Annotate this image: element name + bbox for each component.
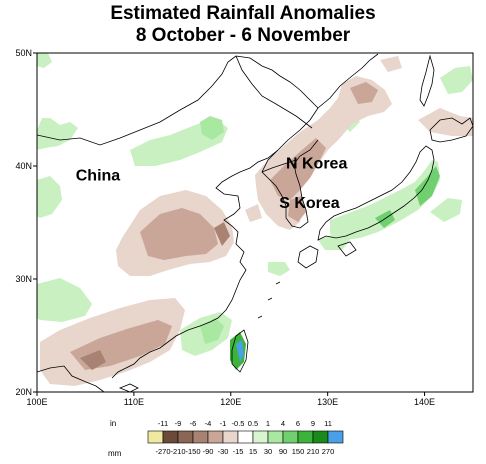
coastlines: [37, 53, 473, 392]
legend-inch-label: -4: [205, 419, 212, 428]
rainfall-legend: -11 -9 -6 -4 -1 -0.5 0.5 1 4 6 9 11-270 -210 -150 -90-…: [147, 419, 344, 456]
lat-tick-label: 50N: [15, 48, 32, 58]
longitude-axis: 100E 110E 120E 130E 140E: [26, 392, 435, 407]
map-frame: [36, 52, 474, 393]
legend-mm-label: 15: [249, 447, 257, 456]
legend-unit-mm: mm: [108, 449, 122, 458]
legend-mm-label: -90: [203, 447, 214, 456]
legend-swatch: [252, 430, 269, 444]
legend-swatch: [147, 430, 164, 444]
map-title: Estimated Rainfall Anomalies: [110, 3, 376, 24]
legend-inch-label: 9: [311, 419, 315, 428]
country-labels: China N Korea S Korea: [76, 155, 348, 212]
legend-mm-label: -210: [170, 447, 185, 456]
lat-tick-label: 20N: [15, 387, 32, 397]
latitude-axis: 50N 40N 30N 20N: [15, 48, 37, 397]
legend-unit-inches: in: [110, 419, 117, 428]
legend-mm-label: -270: [155, 447, 170, 456]
legend-mm-label: 150: [292, 447, 305, 456]
legend-swatch: [297, 430, 314, 444]
legend-inch-label: -0.5: [232, 419, 245, 428]
legend-inch-label: 0.5: [248, 419, 258, 428]
legend-mm-label: 90: [279, 447, 287, 456]
legend-swatch: [327, 430, 344, 444]
map-date-range: 8 October - 6 November: [135, 25, 351, 46]
lat-tick-label: 30N: [15, 274, 32, 284]
lon-tick-label: 140E: [414, 397, 435, 407]
legend-mm-label: -30: [218, 447, 229, 456]
legend-swatch: [207, 430, 224, 444]
legend-mm-label: 30: [264, 447, 272, 456]
legend-swatch: [177, 430, 194, 444]
country-label: China: [76, 168, 121, 185]
lon-tick-label: 100E: [26, 397, 47, 407]
legend-inch-label: -11: [158, 419, 168, 428]
legend-mm-label: -150: [185, 447, 200, 456]
legend-inch-label: -9: [175, 419, 182, 428]
legend-inch-label: -1: [220, 419, 227, 428]
legend-swatch: [312, 430, 329, 444]
legend-inch-label: 1: [266, 419, 270, 428]
lon-tick-label: 130E: [317, 397, 338, 407]
legend-inch-label: 4: [281, 419, 285, 428]
legend-mm-label: 270: [322, 447, 335, 456]
country-label: N Korea: [286, 155, 347, 172]
lon-tick-label: 110E: [124, 397, 144, 407]
legend-inch-label: -6: [190, 419, 197, 428]
legend-swatch: [237, 430, 254, 444]
legend-swatch: [282, 430, 299, 444]
legend-mm-label: -15: [233, 447, 244, 456]
lon-tick-label: 120E: [220, 397, 241, 407]
legend-swatch: [267, 430, 284, 444]
legend-inch-label: 6: [296, 419, 300, 428]
legend-swatch: [222, 430, 239, 444]
legend-mm-label: 210: [307, 447, 320, 456]
lat-tick-label: 40N: [15, 161, 32, 171]
legend-swatch: [162, 430, 179, 444]
country-label: S Korea: [279, 195, 340, 212]
anomaly-shading: [37, 53, 473, 386]
legend-inch-label: 11: [324, 419, 332, 428]
legend-swatch: [192, 430, 209, 444]
